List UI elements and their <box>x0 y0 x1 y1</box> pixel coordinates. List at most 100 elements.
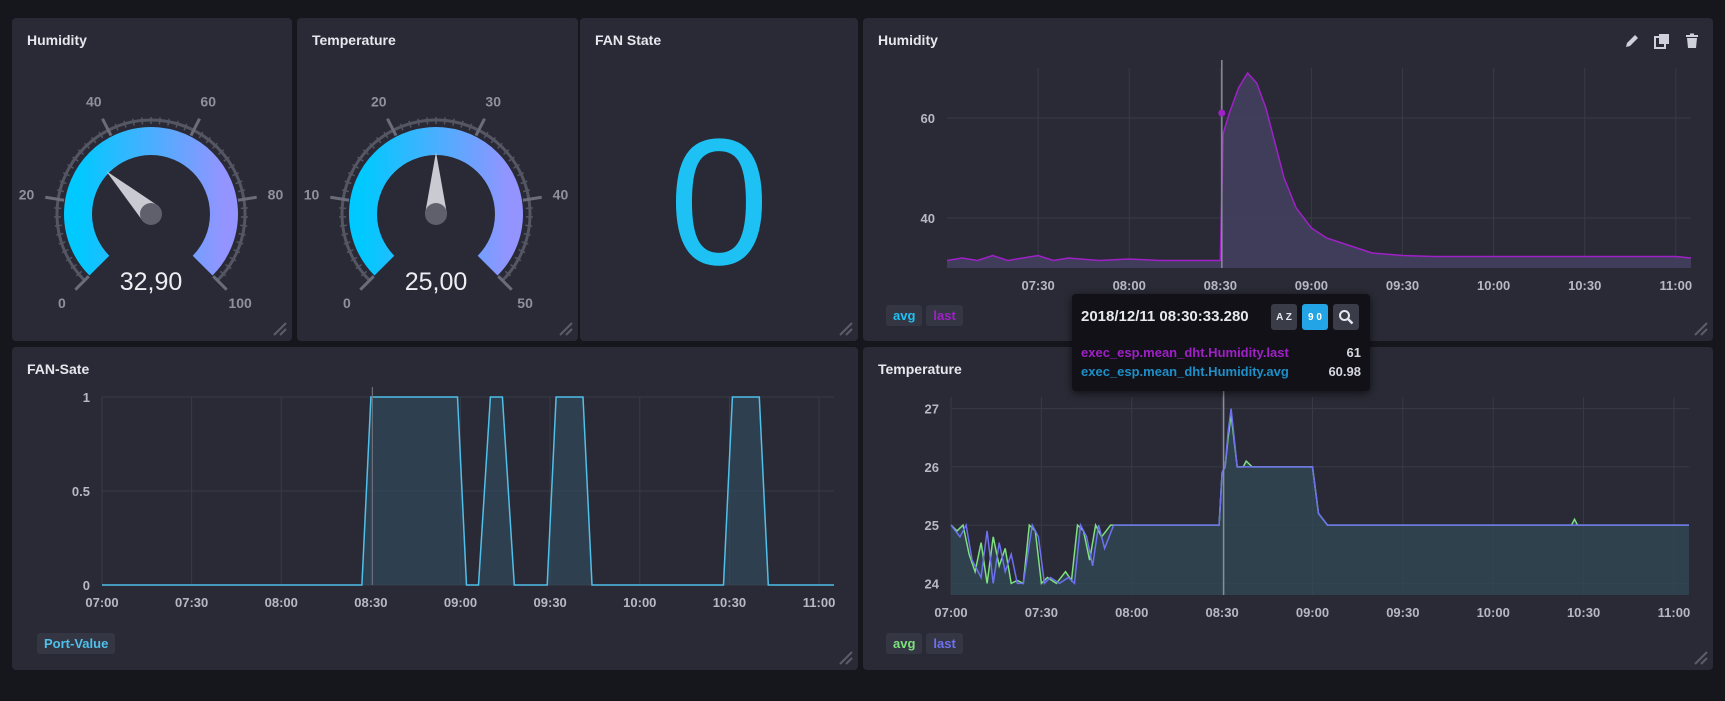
gauge-minor-tick <box>347 172 355 177</box>
x-tick-label: 08:30 <box>354 595 387 610</box>
graph-legend: avg last <box>886 633 963 654</box>
resize-handle-icon[interactable] <box>554 317 574 337</box>
search-button[interactable] <box>1333 304 1359 330</box>
gauge-major-tick <box>359 275 375 291</box>
gauge-minor-tick <box>508 156 515 162</box>
series-area <box>102 397 834 585</box>
gauge-minor-tick <box>132 118 135 126</box>
tooltip-time: 2018/12/11 08:30:33.280 <box>1081 308 1249 325</box>
gauge-needle <box>425 152 447 214</box>
legend-item-avg[interactable]: avg <box>886 633 923 654</box>
x-tick-label: 09:00 <box>1296 605 1329 620</box>
gauge-minor-tick <box>56 232 64 236</box>
gauge-minor-tick <box>355 263 362 270</box>
x-tick-label: 08:00 <box>265 595 298 610</box>
panel-title: Temperature <box>878 361 962 377</box>
x-tick-label: 09:30 <box>1386 278 1419 293</box>
gauge-minor-tick <box>84 142 90 149</box>
temperature-gauge-panel: Temperature 0 10 20 30 40 50 25,00 <box>297 18 578 341</box>
gauge-tick-label: 10 <box>304 186 320 202</box>
gauge-minor-tick <box>61 249 69 254</box>
gauge-minor-tick <box>218 149 225 156</box>
legend-item-last[interactable]: last <box>926 305 963 326</box>
panel-toolbar <box>1621 30 1703 52</box>
tooltip-row: exec_esp.mean_dht.Humidity.last 61 <box>1081 345 1361 360</box>
temperature-graph: 07:00 07:30 08:00 08:30 09:00 09:30 10:00 10:30… <box>925 389 1690 620</box>
gauge-tick-label: 0 <box>58 295 66 311</box>
gauge-minor-tick <box>522 189 531 193</box>
legend-item-avg[interactable]: avg <box>886 305 923 326</box>
gauge-tick-label: 40 <box>553 186 569 202</box>
x-tick-label: 11:00 <box>1660 278 1693 293</box>
gauge-minor-tick <box>483 131 489 139</box>
gauge-minor-tick <box>362 149 369 156</box>
gauge-minor-tick <box>343 241 351 245</box>
panel-title: Humidity <box>27 32 87 48</box>
gauge-minor-tick <box>232 172 240 177</box>
gauge-tick-label: 80 <box>268 186 284 202</box>
hover-point <box>1218 109 1226 117</box>
graph-legend: Port-Value <box>37 633 116 654</box>
gauge-minor-tick <box>399 123 404 131</box>
gauge-minor-tick <box>523 232 531 236</box>
copy-icon[interactable] <box>1651 30 1673 52</box>
gauge-band <box>349 127 523 276</box>
resize-handle-icon[interactable] <box>834 646 854 666</box>
gauge-minor-tick <box>240 224 248 227</box>
tooltip-series-value: 61 <box>1346 345 1361 360</box>
graph-tooltip: 2018/12/11 08:30:33.280 A Z 9 0 exec_esp… <box>1072 294 1370 391</box>
sort-alpha-button[interactable]: A Z <box>1271 304 1297 330</box>
gauge-minor-tick <box>521 241 529 245</box>
legend-item-last[interactable]: last <box>926 633 963 654</box>
resize-handle-icon[interactable] <box>834 317 854 337</box>
gauge-minor-tick <box>417 118 420 126</box>
gauge-minor-tick <box>369 142 375 149</box>
x-tick-label: 10:00 <box>1477 278 1510 293</box>
gauge-minor-tick <box>341 189 350 193</box>
gauge-tick-label: 50 <box>517 295 533 311</box>
gauge-minor-tick <box>452 118 455 126</box>
gauge-minor-tick <box>158 117 161 125</box>
resize-handle-icon[interactable] <box>1689 646 1709 666</box>
gauge-minor-tick <box>237 189 246 193</box>
gauge-major-tick <box>101 117 113 137</box>
trash-icon[interactable] <box>1681 30 1703 52</box>
gauge-minor-tick <box>360 270 368 277</box>
resize-handle-icon[interactable] <box>268 317 288 337</box>
gauge-minor-tick <box>72 156 79 162</box>
gauge-minor-tick <box>346 249 354 254</box>
x-tick-label: 07:00 <box>934 605 967 620</box>
y-tick-label: 27 <box>925 402 939 417</box>
sort-numeric-label: 9 0 <box>1308 311 1322 323</box>
humidity-gauge-panel: Humidity 0 20 40 60 80 100 32,90 <box>12 18 292 341</box>
fan-graph: 07:00 07:30 08:00 08:30 09:00 09:30 10:00 10:30… <box>72 387 835 610</box>
panel-title: Humidity <box>878 32 938 48</box>
resize-handle-icon[interactable] <box>1689 317 1709 337</box>
gauge-band <box>64 127 238 276</box>
temperature-gauge: 0 10 20 30 40 50 25,00 <box>304 94 569 311</box>
gauge-major-tick <box>237 195 257 202</box>
sort-alpha-label: A Z <box>1276 311 1292 323</box>
gauge-major-tick <box>212 275 228 291</box>
y-tick-label: 1 <box>83 390 90 405</box>
gauge-tick-label: 20 <box>19 186 35 202</box>
gauge-minor-tick <box>513 163 520 169</box>
gauge-tick-label: 0 <box>343 295 351 311</box>
gauge-minor-tick <box>408 120 412 128</box>
gauge-value: 25,00 <box>405 268 468 296</box>
sort-numeric-button[interactable]: 9 0 <box>1302 304 1328 330</box>
y-tick-label: 40 <box>921 211 935 226</box>
gauge-minor-tick <box>525 224 533 227</box>
gauge-major-tick <box>189 117 201 137</box>
legend-item-port-value[interactable]: Port-Value <box>37 633 116 654</box>
gauge-minor-tick <box>235 180 243 185</box>
gauge-minor-tick <box>123 120 127 128</box>
gauge-major-tick <box>522 195 542 202</box>
humidity-graph: 07:30 08:00 08:30 09:00 09:30 10:00 10:30 11:00… <box>921 60 1693 293</box>
fan-state-panel: FAN State 0 <box>580 18 858 341</box>
fan-graph-panel: FAN-Sate 07:00 07:30 08:00 08:30 09:00 09:30 1… <box>12 347 858 670</box>
series-area <box>951 414 1689 595</box>
humidity-graph-panel: Humidity 07:30 08:00 08:30 09:00 09:30 10:00 1… <box>863 18 1713 341</box>
x-tick-label: 09:30 <box>1386 605 1419 620</box>
pencil-icon[interactable] <box>1621 30 1643 52</box>
